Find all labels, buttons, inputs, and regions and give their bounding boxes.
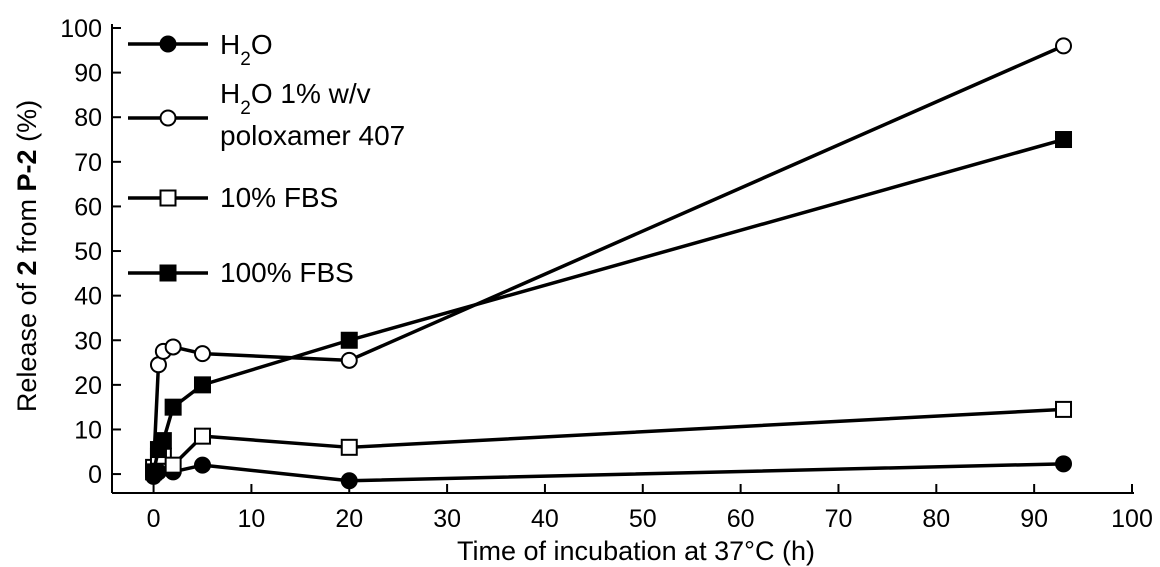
series-1 (145, 455, 1073, 490)
x-tick-label: 0 (147, 505, 161, 533)
y-tick-label: 10 (74, 416, 102, 444)
legend-item: 10% FBS (128, 182, 338, 213)
y-axis-title: Release of 2 from P-2 (%) (12, 100, 42, 412)
legend-label: 10% FBS (220, 182, 338, 213)
y-axis-title-part: Release of (12, 275, 42, 412)
data-point (1055, 400, 1073, 418)
legend-label-part: O (251, 29, 273, 60)
x-tick-label: 70 (825, 505, 853, 533)
legend-label-part: H (220, 78, 240, 109)
legend-marker (159, 35, 177, 53)
y-tick-label: 50 (74, 238, 102, 266)
data-point (340, 331, 358, 349)
data-point (1055, 37, 1073, 55)
x-tick-label: 100 (1111, 505, 1153, 533)
data-point (193, 376, 211, 394)
legend-label: H2O (220, 29, 273, 70)
y-axis-title-part: 2 (12, 260, 42, 275)
y-tick-label: 80 (74, 104, 102, 132)
x-tick-label: 40 (531, 505, 559, 533)
x-tick-label: 50 (629, 505, 657, 533)
data-point (1055, 131, 1073, 149)
legend-marker (159, 264, 177, 282)
y-tick-label: 60 (74, 193, 102, 221)
series-3 (145, 400, 1073, 476)
data-point (193, 456, 211, 474)
x-axis-title: Time of incubation at 37°C (h) (457, 536, 815, 566)
legend-label: 100% FBS (220, 257, 354, 288)
x-tick-label: 90 (1020, 505, 1048, 533)
legend-marker (159, 109, 177, 127)
y-tick-label: 40 (74, 283, 102, 311)
y-tick-label: 30 (74, 327, 102, 355)
legend-marker (159, 189, 177, 207)
legend-label-part: 10% FBS (220, 182, 338, 213)
data-point (193, 345, 211, 363)
series-line (151, 407, 1064, 469)
legend-label-part: O 1% w/v (251, 78, 371, 109)
series-line (152, 462, 1064, 483)
y-tick-label: 100 (60, 15, 102, 43)
data-point (340, 351, 358, 369)
series-4 (145, 131, 1073, 481)
data-point (164, 398, 182, 416)
y-tick-label: 0 (88, 461, 102, 489)
y-axis-title-part: (%) (12, 100, 42, 150)
x-tick-label: 10 (238, 505, 266, 533)
y-axis-title-part: from (12, 191, 42, 260)
x-tick-label: 20 (335, 505, 363, 533)
series-layer (145, 37, 1073, 490)
legend-label: H2O 1% w/v (220, 78, 371, 119)
y-tick-label: 90 (74, 60, 102, 88)
data-point (164, 456, 182, 474)
x-tick-label: 80 (922, 505, 950, 533)
legend-label-part: H (220, 29, 240, 60)
data-point (1055, 455, 1073, 473)
y-tick-label: 70 (74, 149, 102, 177)
axes: 0 10 20 30 40 50 60 70 80 90 100 0 10 20 30 40 50 60 70 80 9… (60, 15, 1153, 533)
x-tick-label: 30 (433, 505, 461, 533)
legend-label-part: 2 (240, 98, 251, 119)
legend-label-part: 100% FBS (220, 257, 354, 288)
legend-label-line2: poloxamer 407 (220, 120, 405, 151)
data-point (164, 338, 182, 356)
data-point (340, 438, 358, 456)
data-point (154, 432, 172, 450)
data-point (340, 472, 358, 490)
legend-label-part: 2 (240, 49, 251, 70)
x-tick-label: 60 (727, 505, 755, 533)
data-point (193, 427, 211, 445)
y-tick-label: 20 (74, 372, 102, 400)
data-point (145, 463, 163, 481)
legend-item: H2O (128, 29, 273, 70)
legend-item: 100% FBS (128, 257, 354, 288)
series-2 (145, 37, 1073, 476)
y-axis-title-part: P-2 (12, 149, 42, 191)
